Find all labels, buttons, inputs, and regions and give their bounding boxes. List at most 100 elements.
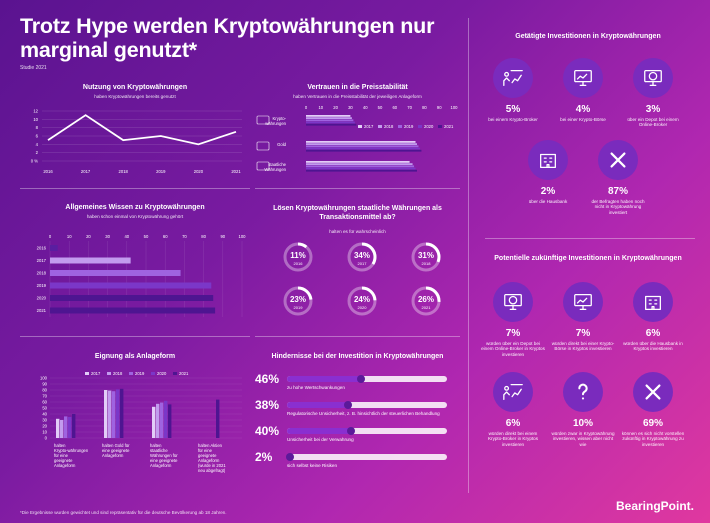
knowledge-chart: 0 10 20 30 40 50 60 70 80 90 100 2016 2017 2018 2019 20… — [37, 234, 247, 317]
bar — [306, 121, 355, 124]
y-tick-label: 30 — [42, 418, 47, 423]
icon-circle — [563, 372, 603, 412]
category-label: neu abgefragt) — [198, 468, 226, 473]
cash-icon — [256, 161, 270, 171]
investment-description: würden zwar in Kryptowährung investieren… — [551, 431, 615, 447]
brand-logo: BearingPoint. — [615, 499, 694, 513]
bar — [306, 117, 352, 119]
legend-label: 2018 — [113, 371, 123, 376]
line-chart: 12 10 8 6 4 2 0 % 2016 2017 2018 2019 2020 2021 — [31, 109, 242, 174]
category-label: Gold — [277, 142, 287, 147]
icon-circle — [633, 372, 673, 412]
x-tick-label: 0 — [49, 234, 52, 239]
legend-label: 2020 — [157, 371, 167, 376]
x-tick-label: 80 — [422, 105, 427, 110]
investment-description: würden direkt bei einer Krypto-Börse in … — [551, 341, 615, 352]
obstacle-marker — [347, 427, 355, 435]
bar — [306, 169, 417, 172]
x-tick-label: 50 — [144, 234, 149, 239]
x-tick-label: 20 — [86, 234, 91, 239]
category-label: 2016 — [37, 246, 47, 251]
bar — [306, 147, 420, 150]
investment-percentage: 69% — [642, 418, 663, 429]
x-tick-label: 100 — [239, 234, 247, 239]
legend-swatch — [173, 372, 177, 375]
x-tick-label: 0 — [305, 105, 308, 110]
donut-value-label: 11% — [290, 251, 306, 260]
x-tick-label: 2021 — [231, 169, 241, 174]
bar — [50, 282, 212, 289]
donut-slice — [347, 286, 377, 316]
y-tick-label: 90 — [42, 382, 47, 387]
donut-year-label: 2019 — [293, 305, 303, 310]
donut-value-label: 24% — [353, 295, 370, 304]
cross-icon — [645, 384, 661, 400]
obstacles-title: Hindernisse bei der Investition in Krypt… — [271, 353, 444, 360]
investment-percentage: 10% — [572, 418, 593, 429]
invest-current-title: Getätigte Investitionen in Kryptowährung… — [515, 33, 661, 40]
investment-percentage: 5% — [505, 104, 521, 115]
monitor-euro-icon — [644, 70, 662, 86]
icon-circle — [633, 58, 673, 98]
y-tick-label: 12 — [33, 109, 38, 114]
investment-percentage: 2% — [540, 186, 556, 197]
donut-chart: 23% 2019 — [283, 286, 313, 316]
y-tick-label: 2 — [36, 150, 39, 155]
obstacle-value: 40% — [255, 424, 280, 438]
y-tick-label: 4 — [36, 142, 39, 147]
y-tick-label: 60 — [42, 400, 47, 405]
obstacle-marker — [286, 453, 295, 461]
x-tick-label: 10 — [318, 105, 323, 110]
bar — [216, 399, 220, 438]
donut-slice — [411, 286, 441, 316]
monitor-euro-icon — [504, 294, 522, 310]
y-tick-label: 20 — [42, 424, 47, 429]
investment-percentage: 4% — [575, 104, 591, 115]
bar — [306, 165, 415, 168]
icon-circle — [563, 282, 603, 322]
obstacle-bar — [287, 402, 348, 408]
investment-percentage: 87% — [607, 186, 628, 197]
bar — [164, 400, 168, 438]
icon-circle — [563, 58, 603, 98]
obstacle-value: 46% — [255, 372, 280, 386]
category-label: Anlageform — [54, 463, 76, 468]
legend-swatch — [378, 125, 382, 128]
category-label: (wurde in 2021 — [198, 463, 226, 468]
legend-swatch — [129, 372, 133, 375]
bar — [306, 115, 351, 117]
category-label: staatliche — [150, 448, 168, 453]
suitability-chart: 2017 2018 2019 2020 202110090807060504030201… — [40, 371, 242, 473]
series-line — [47, 114, 237, 146]
bar — [306, 141, 416, 143]
donut-year-label: 2018 — [421, 261, 431, 266]
page-title: Trotz Hype werden Kryptowährungen nur ma… — [20, 14, 435, 62]
icon-circle — [633, 282, 673, 322]
legend-label: 2018 — [384, 124, 394, 129]
y-tick-label: 80 — [42, 388, 47, 393]
donut-slice — [283, 286, 313, 316]
donut-slice — [411, 242, 441, 272]
legend-swatch — [418, 125, 422, 128]
obstacle-label: sich selbst keine Risiken — [287, 463, 338, 468]
investment-percentage: 7% — [505, 328, 521, 339]
category-label: geeignete — [198, 453, 217, 458]
investment-description: bei einer Krypto-Börse — [560, 117, 606, 122]
category-label: eine geeignete — [102, 448, 130, 453]
investment-description: über die Hausbank — [528, 199, 568, 204]
legend-swatch — [398, 125, 402, 128]
legend-swatch — [85, 372, 89, 375]
category-label: für eine — [198, 448, 213, 453]
category-label: Währungen — [264, 167, 286, 172]
x-tick-label: 40 — [363, 105, 368, 110]
legend-label: 2021 — [179, 371, 189, 376]
knowledge-chart-title: Allgemeines Wissen zu Kryptowährungen — [65, 204, 205, 211]
invest-future-grid: 7% würden über ein Depot bei einem Online… — [478, 280, 698, 480]
y-tick-label: 70 — [42, 394, 47, 399]
suitability-chart-title: Eignung als Anlageform — [94, 353, 176, 360]
x-tick-label: 40 — [124, 234, 129, 239]
x-tick-label: 20 — [333, 105, 338, 110]
monitor-chart-icon — [574, 294, 592, 310]
pie-title: Lösen Kryptowährungen staatliche Währung… — [273, 205, 442, 221]
icon-circle — [598, 140, 638, 180]
